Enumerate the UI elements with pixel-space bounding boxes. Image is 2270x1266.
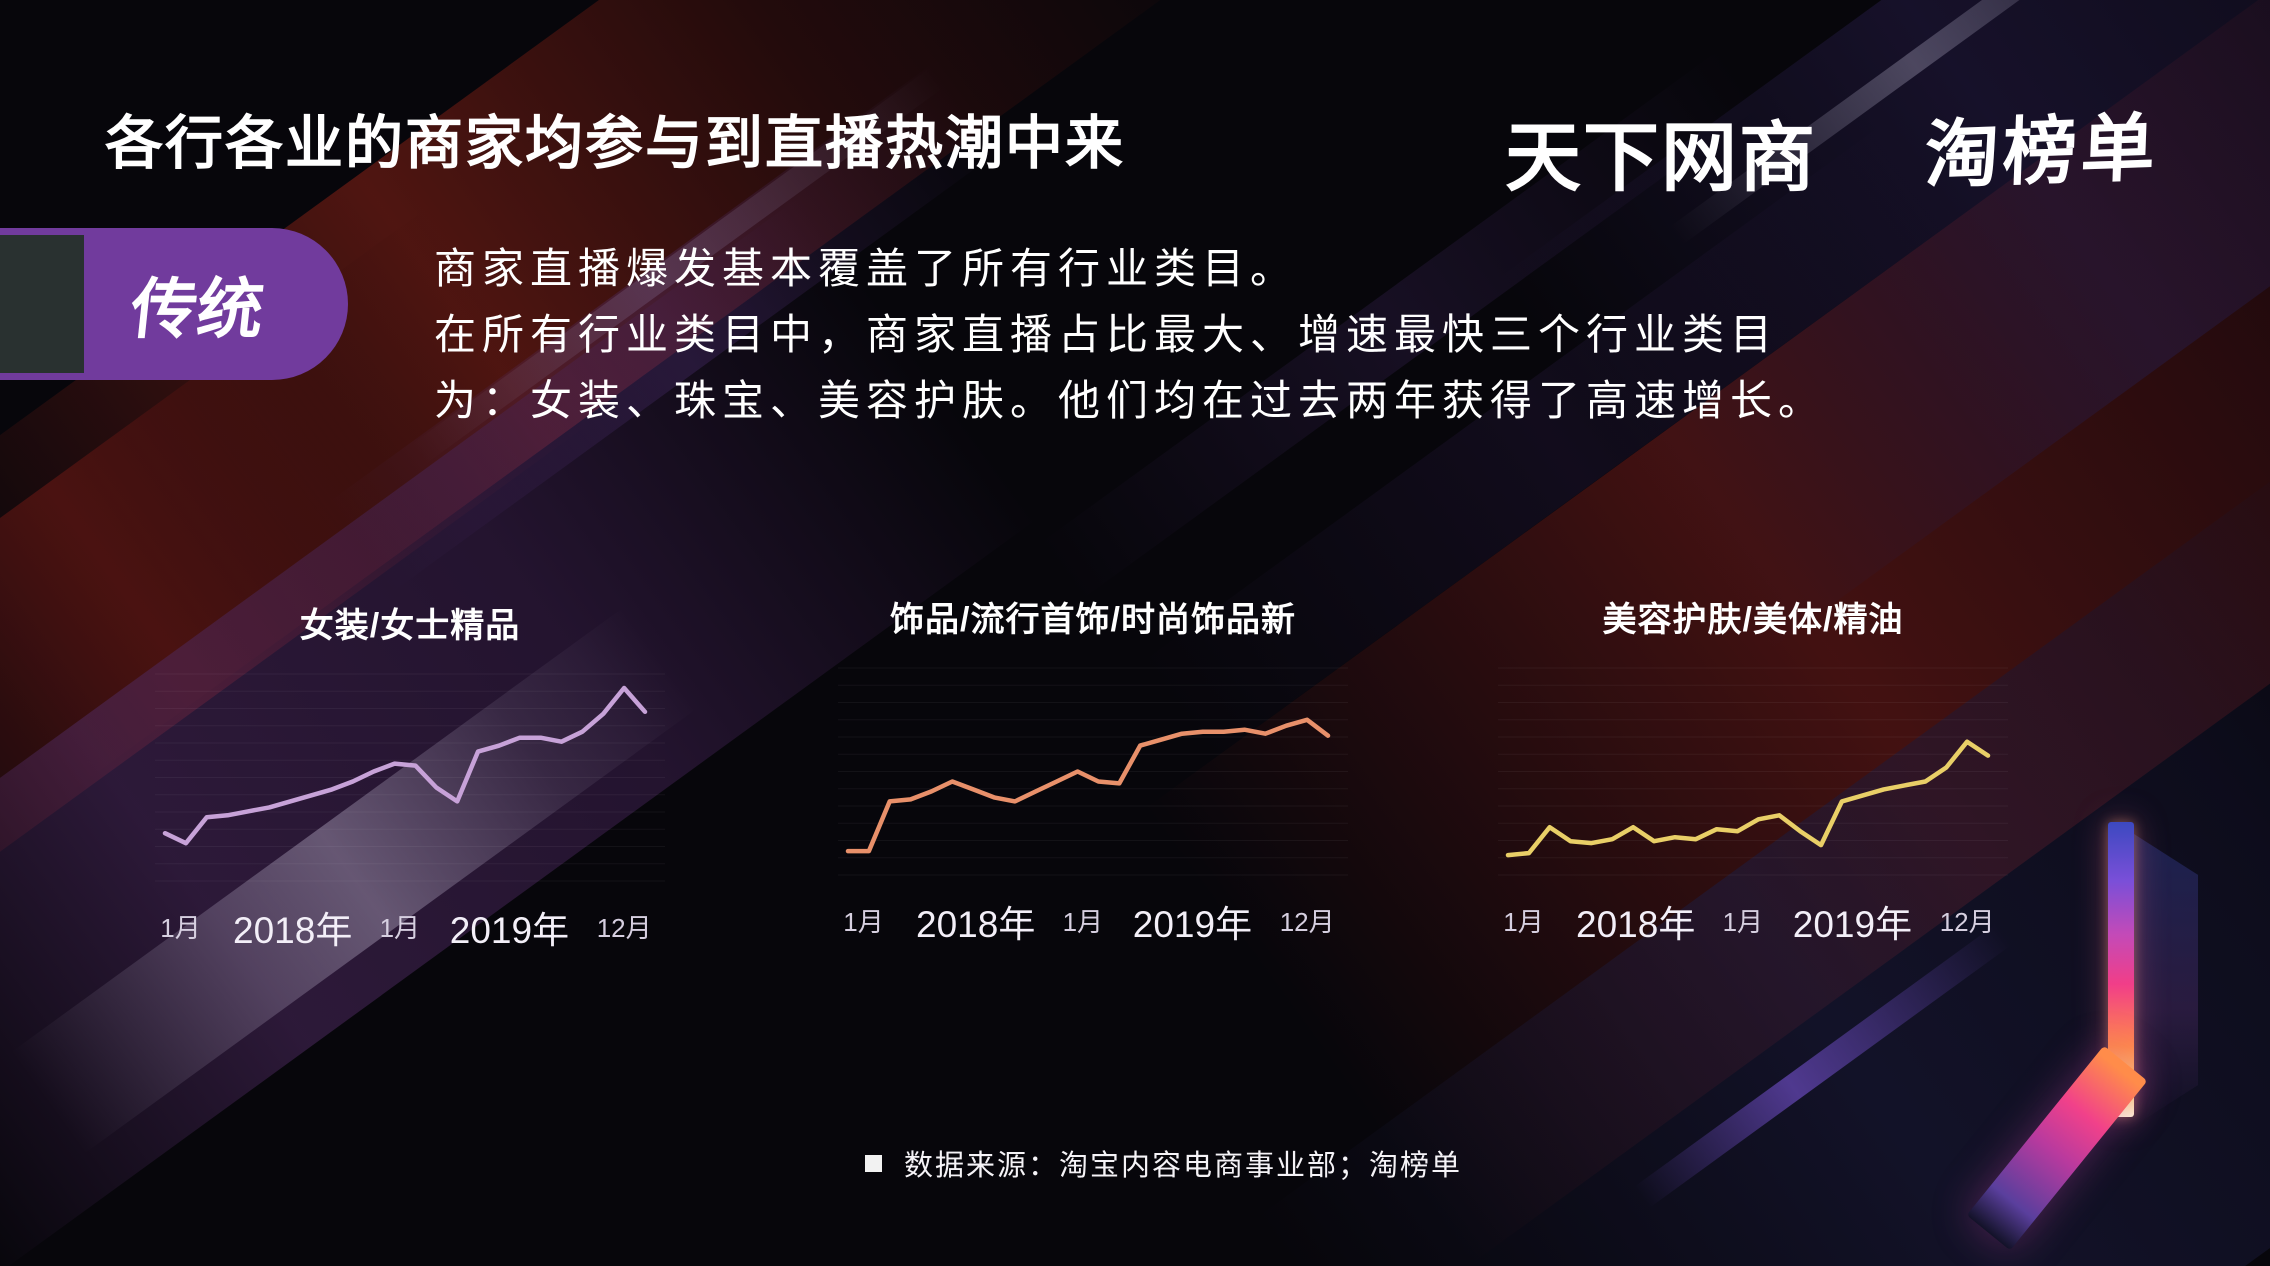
chart-x-axis-labels: 1月 2018年 1月 2019年 12月 xyxy=(1498,894,2008,945)
x-axis-tick-label: 2018年 xyxy=(1576,904,1696,945)
x-axis-tick-label: 2018年 xyxy=(233,910,353,951)
x-axis-tick-label: 1月 xyxy=(1722,907,1764,937)
chart-x-axis-labels: 1月 2018年 1月 2019年 12月 xyxy=(155,900,665,951)
tianxia-wangshang-logo: 天下网商 xyxy=(1505,116,1817,201)
line-chart-svg xyxy=(838,667,1348,876)
data-line xyxy=(1505,739,1991,858)
data-line xyxy=(845,717,1331,854)
chart-womenswear: 女装/女士精品 1月 2018年 1月 2019年 12月 xyxy=(155,598,665,951)
x-axis-tick-label: 1月 xyxy=(379,913,421,943)
description-line-1: 商家直播爆发基本覆盖了所有行业类目。 xyxy=(434,245,1299,292)
prism-shadow-face xyxy=(2134,834,2198,1126)
x-axis-tick-label: 12月 xyxy=(1939,907,1995,937)
x-axis-tick-label: 2019年 xyxy=(1132,904,1253,945)
badge-label: 传统 xyxy=(127,272,268,346)
x-axis-tick-label: 12月 xyxy=(596,913,652,943)
chart-jewelry: 饰品/流行首饰/时尚饰品新 1月 2018年 1月 2019年 12月 xyxy=(838,592,1348,945)
bullet-square-icon xyxy=(865,1154,882,1172)
chart-x-axis-labels: 1月 2018年 1月 2019年 12月 xyxy=(838,894,1348,945)
chart-title: 女装/女士精品 xyxy=(299,607,521,645)
chart-title: 美容护肤/美体/精油 xyxy=(1602,601,1904,639)
page-title: 各行各业的商家均参与到直播热潮中来 xyxy=(105,111,1126,176)
x-axis-tick-label: 1月 xyxy=(160,913,201,943)
description-text: 商家直播爆发基本覆盖了所有行业类目。 在所有行业类目中，商家直播占比最大、增速最… xyxy=(434,236,1826,434)
line-chart-plot xyxy=(838,664,1348,884)
line-chart-plot xyxy=(155,670,665,890)
description-line-2: 在所有行业类目中，商家直播占比最大、增速最快三个行业类目 xyxy=(434,311,1779,358)
x-axis-tick-label: 2018年 xyxy=(916,904,1036,945)
x-axis-tick-label: 1月 xyxy=(1503,907,1544,937)
source-note: 数据来源：淘宝内容电商事业部；淘榜单 xyxy=(865,1142,1462,1184)
category-badge: 传统 xyxy=(0,228,348,380)
chart-beauty: 美容护肤/美体/精油 1月 2018年 1月 2019年 12月 xyxy=(1498,592,2008,945)
line-chart-plot xyxy=(1498,664,2008,884)
source-note-text: 数据来源：淘宝内容电商事业部；淘榜单 xyxy=(904,1150,1463,1182)
tao-bangdan-logo: 淘榜单 xyxy=(1923,105,2161,198)
badge-inner-block xyxy=(0,235,84,373)
line-chart-svg xyxy=(1498,667,2008,876)
description-line-3: 为：女装、珠宝、美容护肤。他们均在过去两年获得了高速增长。 xyxy=(434,377,1827,424)
chart-title: 饰品/流行首饰/时尚饰品新 xyxy=(890,601,1296,639)
x-axis-tick-label: 12月 xyxy=(1279,907,1335,937)
x-axis-tick-label: 1月 xyxy=(843,907,884,937)
x-axis-tick-label: 2019年 xyxy=(1792,904,1913,945)
data-line xyxy=(162,685,648,846)
x-axis-tick-label: 2019年 xyxy=(449,910,570,951)
x-axis-tick-label: 1月 xyxy=(1062,907,1104,937)
line-chart-svg xyxy=(155,673,665,882)
